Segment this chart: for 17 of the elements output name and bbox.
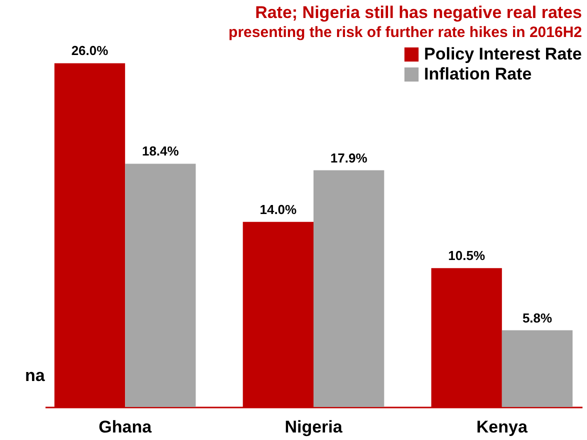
legend-label: Policy Interest Rate	[424, 44, 582, 64]
x-tick-label: Nigeria	[284, 418, 343, 436]
bar	[125, 164, 196, 407]
bar	[314, 170, 384, 407]
bar	[502, 330, 573, 407]
chart-title: Rate; Nigeria still has negative real rates	[255, 3, 582, 22]
data-label: 10.5%	[448, 248, 486, 264]
data-label: 17.9%	[330, 150, 368, 166]
x-tick-label: Ghana	[98, 418, 152, 436]
chart-subtitle: presenting the risk of further rate hikes in 2016H2	[228, 24, 582, 42]
data-label: 5.8%	[522, 310, 552, 326]
data-label: 18.4%	[142, 144, 180, 159]
data-label: 26.0%	[71, 43, 109, 58]
legend-label: Inflation Rate	[424, 64, 532, 84]
text: na	[25, 366, 46, 385]
data-label: 14.0%	[260, 202, 298, 217]
x-tick-label: Kenya	[476, 418, 528, 436]
